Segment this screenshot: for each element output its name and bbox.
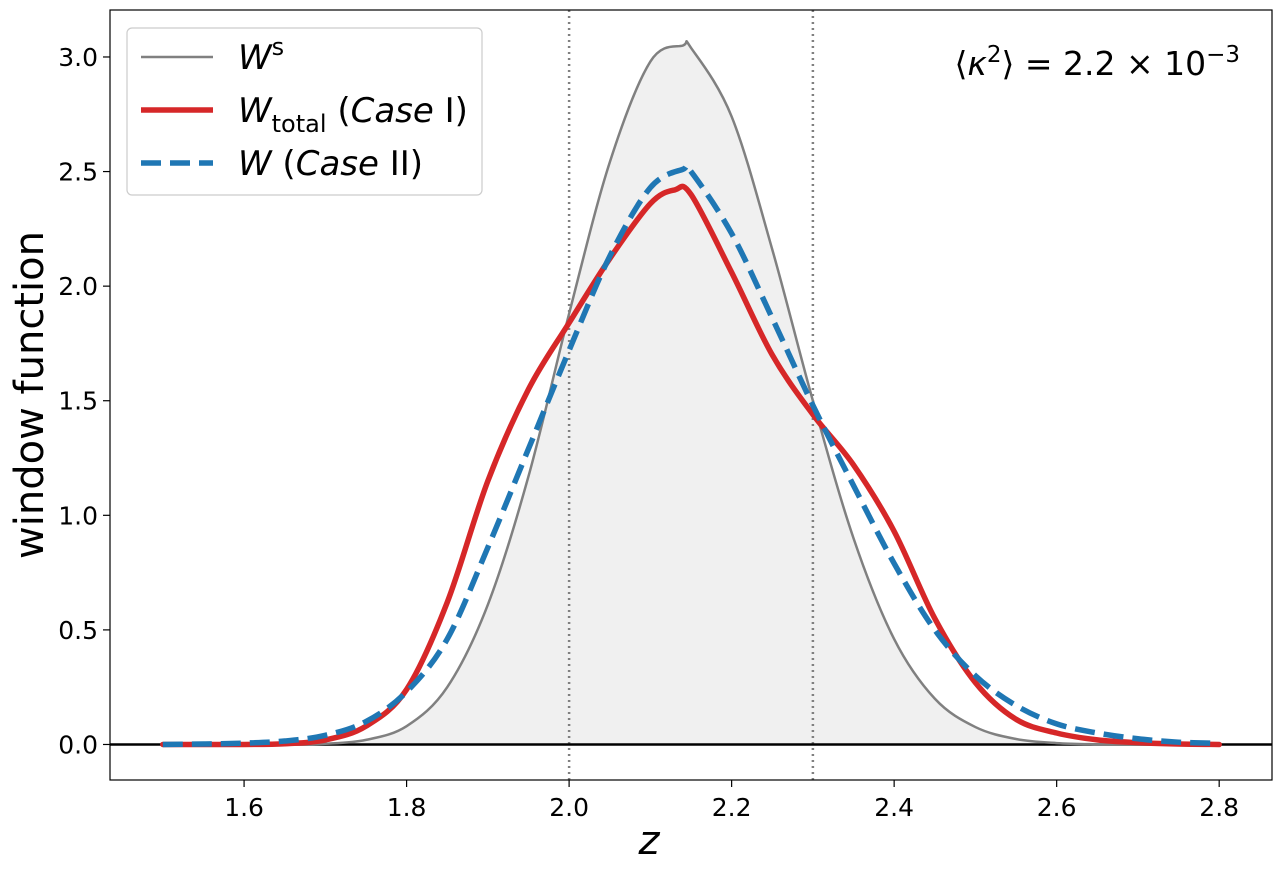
series-line-2 [162, 162, 1220, 748]
y-tick-label-2: 1.0 [58, 501, 98, 530]
x-tick-label-0: 1.6 [224, 793, 264, 822]
series-fill-0 [162, 41, 1220, 745]
y-tick-label-5: 2.5 [58, 158, 98, 187]
series-line-1 [160, 183, 1222, 748]
x-axis-title: z [638, 818, 661, 864]
y-tick-label-0: 0.0 [58, 730, 98, 759]
plot-area [110, 10, 1272, 780]
x-tick-label-2: 2.0 [549, 793, 589, 822]
y-tick-label-6: 3.0 [58, 43, 98, 72]
y-tick-label-1: 0.5 [58, 616, 98, 645]
x-tick-label-6: 2.8 [1199, 793, 1239, 822]
x-tick-label-1: 1.8 [387, 793, 427, 822]
y-axis-title: window function [7, 231, 53, 559]
x-tick-label-3: 2.2 [712, 793, 752, 822]
legend: Ws Wtotal (Case I) W (Case II) [126, 27, 483, 196]
axes: 1.6 1.8 2.0 2.2 2.4 2.6 2.8 0.0 0.5 1.0 1.5 2.0 2.5 3… [7, 9, 1273, 864]
plot-clip-group [110, 10, 1272, 780]
x-tick-label-5: 2.6 [1037, 793, 1077, 822]
y-tick-label-4: 2.0 [58, 272, 98, 301]
series-line-0 [162, 40, 1220, 746]
axes-frame [109, 9, 1273, 781]
y-tick-label-3: 1.5 [58, 387, 98, 416]
annotation: ⟨κ2⟩ = 2.2 × 10−3 [955, 42, 1240, 83]
legend-label-1: Wtotal (Case I) [238, 91, 468, 138]
x-tick-label-4: 2.4 [874, 793, 914, 822]
legend-label-0: Ws [238, 33, 284, 78]
annotation-text: ⟨κ2⟩ = 2.2 × 10−3 [955, 42, 1240, 83]
legend-box [126, 27, 483, 196]
legend-label-2: W (Case II) [238, 144, 423, 184]
